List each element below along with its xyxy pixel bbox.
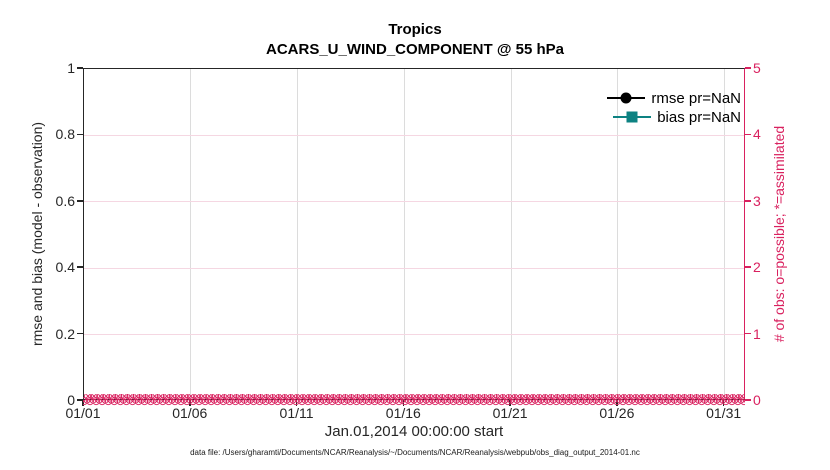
y-tick-label-right: 1 [753,325,761,342]
legend-label: bias pr=NaN [657,108,741,126]
y-tick-mark-left [77,399,83,401]
obs-marker-row: ⊗⊗⊗⊗⊗⊗⊗⊗⊗⊗⊗⊗⊗⊗⊗⊗⊗⊗⊗⊗⊗⊗⊗⊗⊗⊗⊗⊗⊗⊗⊗⊗⊗⊗⊗⊗⊗⊗⊗⊗… [83,394,745,407]
x-gridline [297,69,299,399]
x-gridline [510,69,512,399]
x-tick-mark [295,400,298,406]
x-tick-mark [509,400,511,406]
y-tick-mark-right [745,332,751,335]
y-tick-mark-left [77,200,83,202]
x-tick-mark [616,400,618,406]
legend: rmse pr=NaN bias pr=NaN [607,87,741,128]
obs-zero-band: ⊗⊗⊗⊗⊗⊗⊗⊗⊗⊗⊗⊗⊗⊗⊗⊗⊗⊗⊗⊗⊗⊗⊗⊗⊗⊗⊗⊗⊗⊗⊗⊗⊗⊗⊗⊗⊗⊗⊗⊗… [83,394,745,407]
x-axis-label: Jan.01,2014 00:00:00 start [324,423,504,440]
legend-marker-circle [620,92,632,104]
y-tick-mark-right [745,200,751,202]
y-gridline [84,134,744,136]
legend-item: rmse pr=NaN [607,89,741,107]
y-tick-mark-left [77,133,83,136]
x-tick-label: 01/21 [492,405,528,421]
x-gridline [617,69,619,399]
y-tick-mark-left [77,266,83,268]
y-tick-mark-right [745,133,751,136]
legend-item: bias pr=NaN [607,108,741,126]
x-tick-label: 01/26 [599,405,635,421]
x-tick-mark [722,400,725,406]
y-gridline [84,267,744,269]
legend-line [613,111,652,123]
y-tick-label-right: 2 [753,259,761,276]
y-tick-mark-right [745,266,751,268]
y-tick-mark-right [745,399,751,401]
x-gridline [724,69,726,399]
y-tick-mark-right [745,67,751,69]
plot-title: Tropics [388,21,442,38]
obs-marker-row: ⊗⊗⊗⊗⊗⊗⊗⊗⊗⊗⊗⊗⊗⊗⊗⊗⊗⊗⊗⊗⊗⊗⊗⊗⊗⊗⊗⊗⊗⊗⊗⊗⊗⊗⊗⊗⊗⊗⊗⊗… [83,394,745,403]
y-axis-label-right: # of obs: o=possible; *=assimilated [771,125,787,343]
y-tick-label-left: 0.4 [55,259,75,276]
y-tick-mark-left [77,67,83,69]
y-tick-label-left: 0.8 [55,126,75,143]
y-tick-label-left: 0 [67,392,75,408]
y-tick-label-right: 4 [753,126,761,143]
y-tick-label-right: 3 [753,192,761,209]
x-tick-mark [402,400,405,406]
y-tick-label-left: 1 [67,60,75,76]
y-gridline [84,201,744,203]
legend-line [607,92,646,104]
x-tick-label: 01/31 [706,405,742,421]
y-tick-label-right: 0 [753,392,761,408]
x-tick-mark [189,400,191,406]
y-tick-label-right: 5 [753,60,761,76]
x-tick-label: 01/16 [385,405,421,421]
x-tick-label: 01/01 [65,405,101,421]
y-axis-label-left: rmse and bias (model - observation) [29,121,45,347]
x-tick-label: 01/06 [172,405,208,421]
y-tick-label-left: 0.2 [55,325,75,342]
title-block: Tropics ACARS_U_WIND_COMPONENT @ 55 hPa [0,20,830,60]
y-tick-mark-left [77,332,83,335]
y-tick-label-left: 0.6 [55,192,75,209]
x-tick-mark [82,400,84,406]
plot-area [83,68,745,400]
x-tick-label: 01/11 [279,405,314,421]
legend-marker-square [626,111,638,123]
x-gridline [190,69,192,399]
y-gridline [84,334,744,336]
plot-subtitle: ACARS_U_WIND_COMPONENT @ 55 hPa [265,41,564,58]
data-file-caption: data file: /Users/gharamti/Documents/NCA… [190,448,640,457]
x-gridline [403,69,405,399]
legend-label: rmse pr=NaN [651,89,741,107]
